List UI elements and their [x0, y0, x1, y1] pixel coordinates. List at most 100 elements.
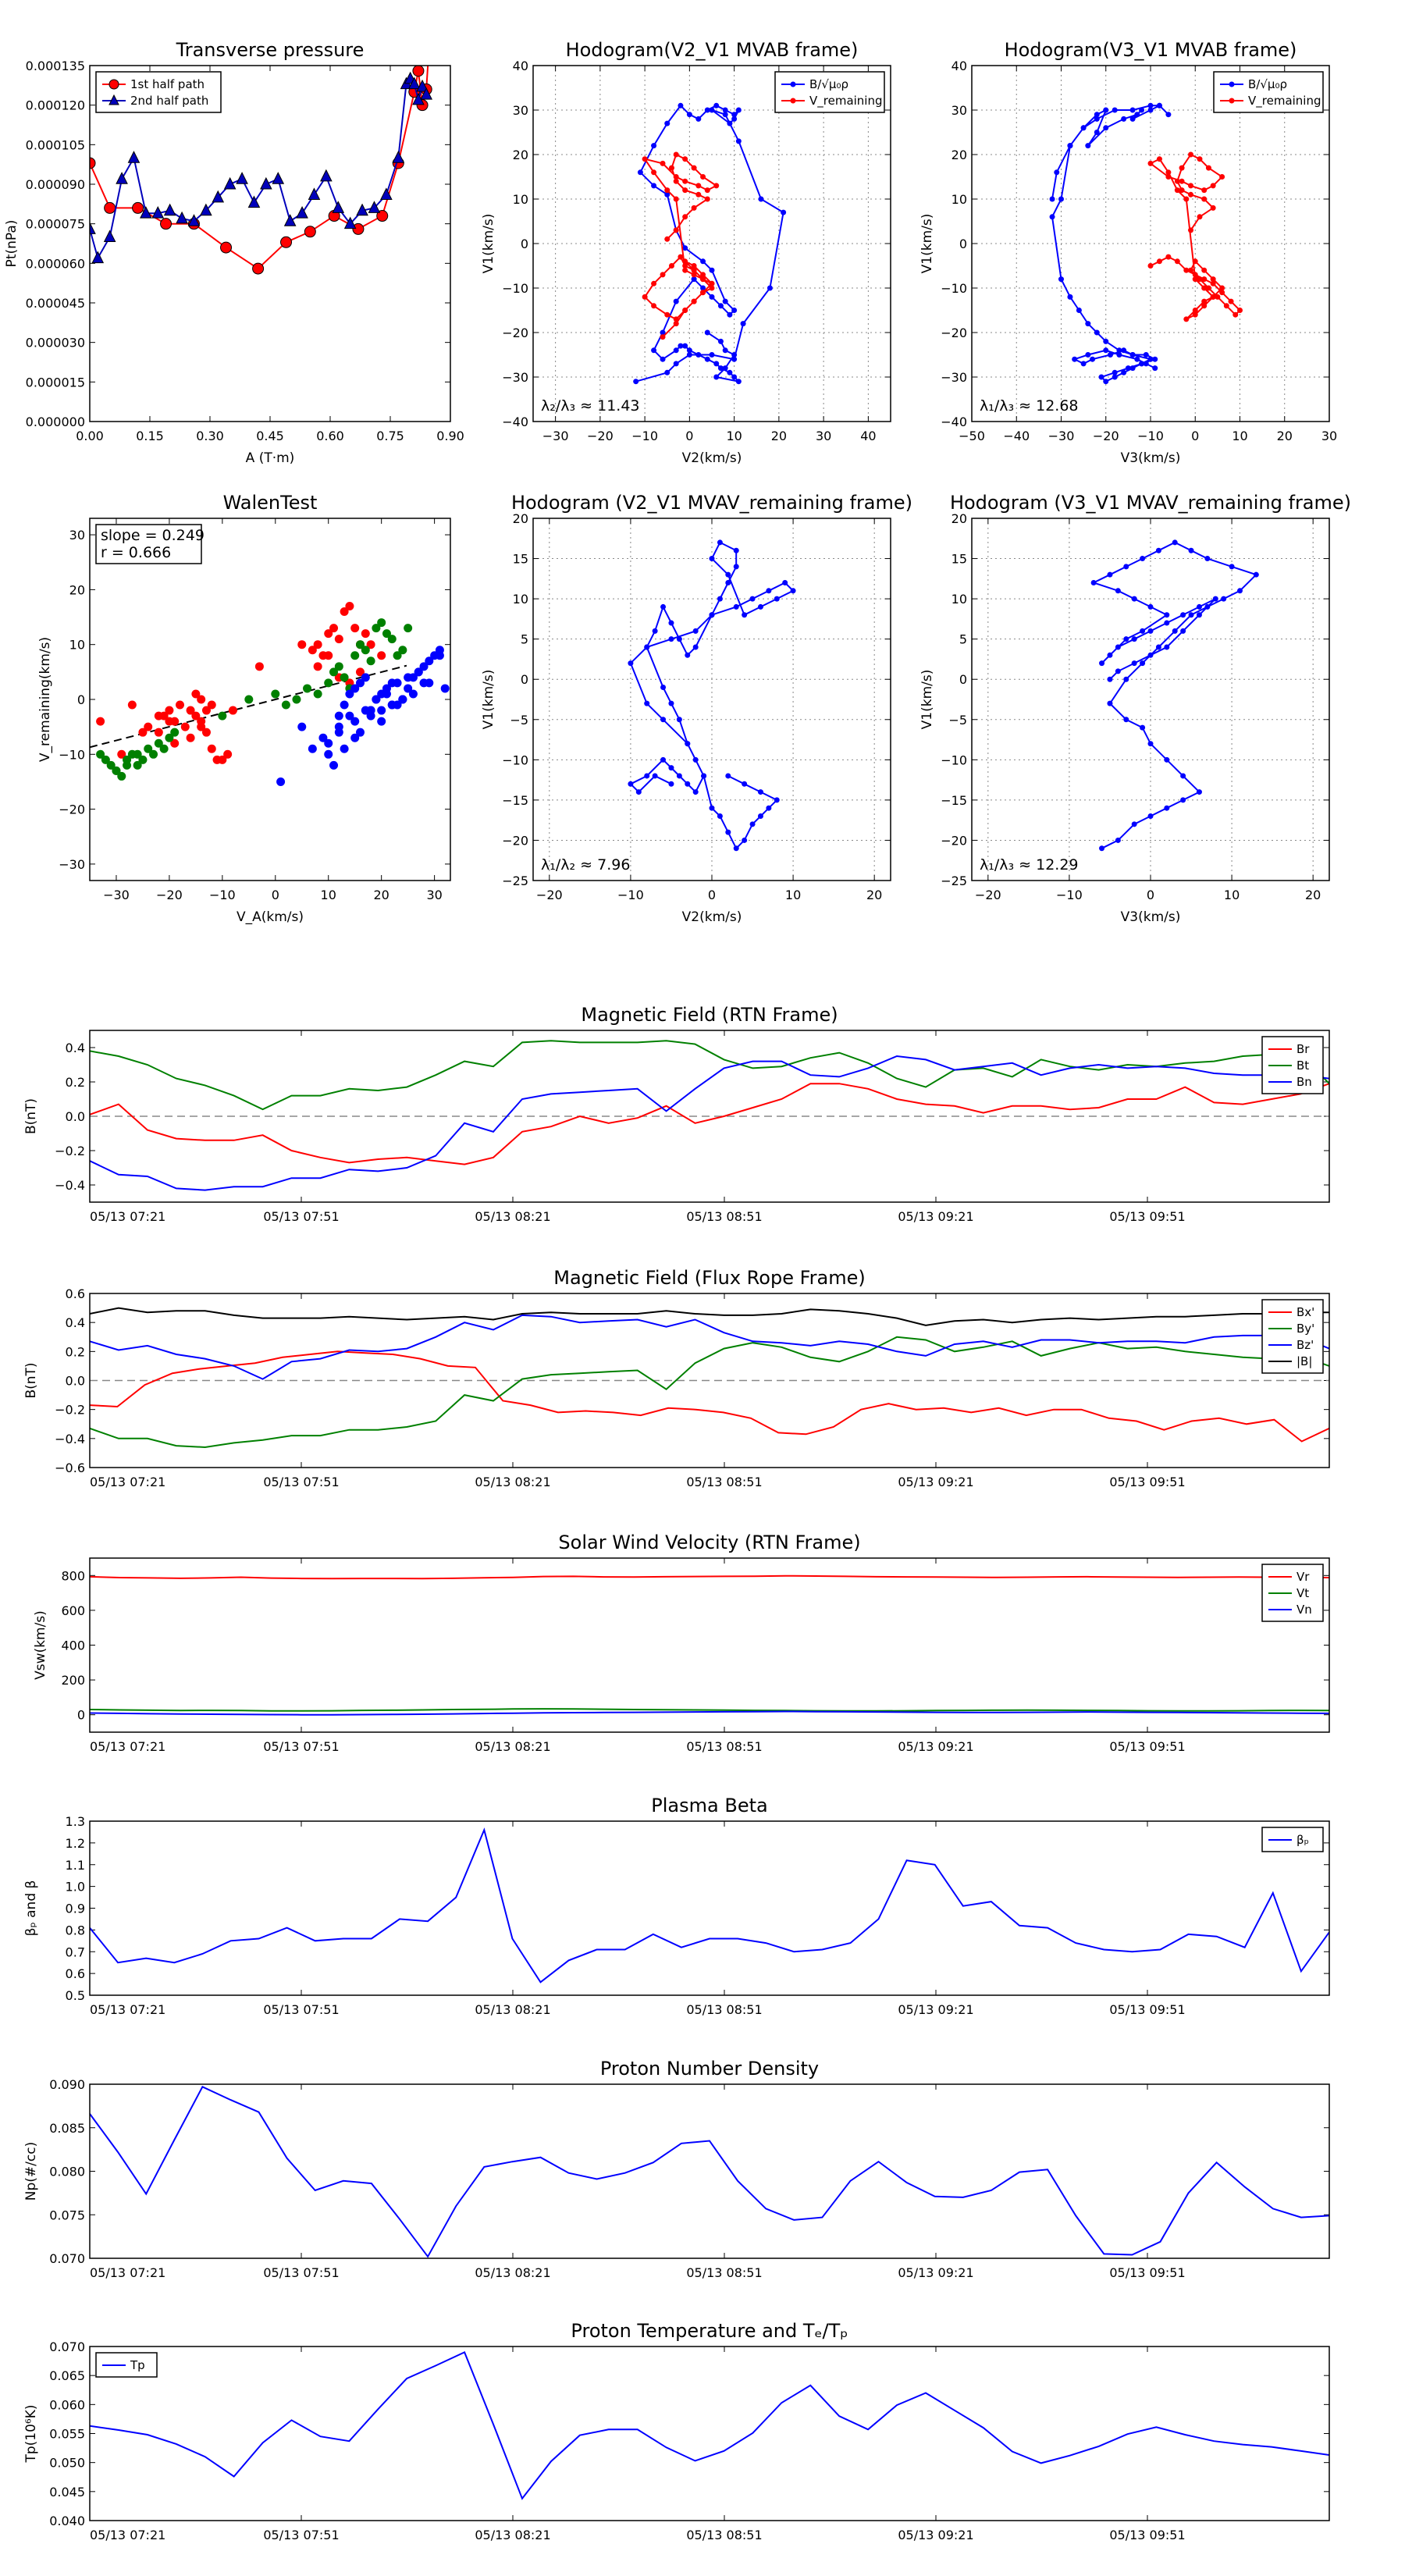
data-point: [668, 765, 674, 771]
data-point: [709, 805, 715, 811]
data-point: [682, 267, 688, 273]
x-tick-label: 20: [771, 429, 787, 443]
data-point: [709, 294, 715, 300]
legend-label: B/√μ₀ρ: [1248, 77, 1287, 91]
data-point: [1210, 183, 1216, 189]
data-point: [318, 733, 328, 742]
data-point: [673, 178, 679, 184]
data-point: [292, 695, 301, 704]
data-point: [165, 706, 174, 715]
y-tick-label: −10: [502, 281, 528, 296]
x-tick-label: 05/13 08:21: [475, 1209, 550, 1224]
data-point: [1229, 564, 1235, 570]
data-point: [361, 646, 370, 655]
data-point: [271, 689, 280, 699]
legend-label: Bz': [1297, 1338, 1314, 1352]
data-point: [280, 236, 293, 248]
plot-frame: [89, 1293, 1330, 1468]
data-point: [668, 636, 674, 642]
annotation: λ₁/λ₃ ≈ 12.68: [980, 397, 1079, 415]
data-point: [343, 216, 357, 229]
series-line-br: [90, 1083, 1329, 1165]
data-point: [682, 187, 688, 194]
x-tick-label: 05/13 07:51: [263, 1209, 339, 1224]
legend-label: By': [1297, 1322, 1314, 1336]
data-point: [387, 635, 397, 644]
data-point: [704, 107, 710, 113]
x-axis-label: V2(km/s): [682, 909, 742, 925]
legend: B/√μ₀ρ V_remaining: [1213, 71, 1324, 113]
x-tick-label: 05/13 09:51: [1109, 1739, 1185, 1754]
y-tick-label: 10: [513, 592, 528, 607]
data-point: [127, 151, 140, 163]
x-tick-label: 05/13 09:51: [1109, 1209, 1185, 1224]
x-tick-label: 05/13 07:21: [90, 1475, 165, 1489]
data-point: [1131, 596, 1137, 602]
x-tick-label: 20: [373, 888, 389, 902]
x-tick-label: 0.15: [136, 429, 164, 443]
data-point: [673, 196, 679, 202]
x-tick-label: 0: [272, 888, 279, 902]
data-point: [1072, 356, 1078, 362]
data-point: [1094, 112, 1100, 118]
y-axis-label: V1(km/s): [919, 670, 935, 730]
legend-marker: [1229, 81, 1235, 87]
x-tick-label: 10: [1224, 888, 1240, 902]
data-point: [1164, 756, 1170, 763]
x-axis-label: V2(km/s): [682, 450, 742, 466]
x-tick-label: 05/13 08:51: [686, 1209, 762, 1224]
data-point: [727, 369, 733, 375]
data-point: [1115, 668, 1121, 674]
annotation: λ₁/λ₂ ≈ 7.96: [541, 856, 630, 873]
data-point: [1094, 116, 1100, 122]
data-point: [329, 760, 339, 770]
x-tick-label: 20: [1305, 888, 1321, 902]
data-point: [1080, 125, 1087, 131]
data-point: [398, 695, 407, 704]
y-tick-label: 0.065: [49, 2368, 85, 2383]
x-tick-label: 05/13 08:21: [475, 1739, 550, 1754]
data-point: [416, 79, 429, 92]
data-point: [722, 112, 728, 118]
series-line-vremaining: [629, 541, 795, 850]
data-point: [709, 612, 715, 618]
data-point: [664, 369, 670, 375]
y-tick-label: 0.090: [49, 2077, 85, 2092]
data-point: [717, 303, 724, 309]
data-point: [1232, 311, 1239, 318]
data-point: [1139, 107, 1145, 113]
x-tick-label: 05/13 07:21: [90, 2528, 165, 2542]
data-point: [138, 728, 148, 737]
data-point: [691, 165, 697, 171]
data-point: [404, 684, 413, 693]
data-point: [380, 187, 393, 201]
data-point: [1165, 254, 1172, 260]
data-point: [692, 756, 699, 763]
data-point: [709, 107, 715, 113]
y-tick-label: −5: [510, 713, 528, 728]
data-point: [350, 624, 360, 633]
x-tick-label: 0.60: [316, 429, 344, 443]
plot-frame: [89, 2346, 1330, 2521]
data-point: [767, 285, 773, 291]
data-point: [1179, 178, 1185, 184]
chart-tp: Transverse pressure0.0000000.0000150.000…: [4, 39, 464, 466]
data-point: [727, 120, 733, 126]
data-point: [1201, 303, 1208, 309]
data-point: [664, 236, 670, 242]
series-line-tp: [90, 2351, 1329, 2500]
chart-title: Hodogram(V3_V1 MVAB frame): [1005, 39, 1297, 61]
data-point: [435, 651, 444, 660]
data-point: [334, 635, 343, 644]
y-tick-label: 0.000075: [26, 217, 85, 232]
data-point: [660, 685, 667, 691]
data-point: [151, 206, 165, 219]
data-point: [223, 176, 237, 190]
data-point: [652, 773, 658, 779]
data-point: [304, 226, 316, 238]
data-point: [700, 285, 706, 291]
data-point: [368, 201, 381, 213]
plot-area: [90, 1307, 1329, 1449]
data-point: [361, 673, 370, 682]
data-point: [201, 728, 211, 737]
